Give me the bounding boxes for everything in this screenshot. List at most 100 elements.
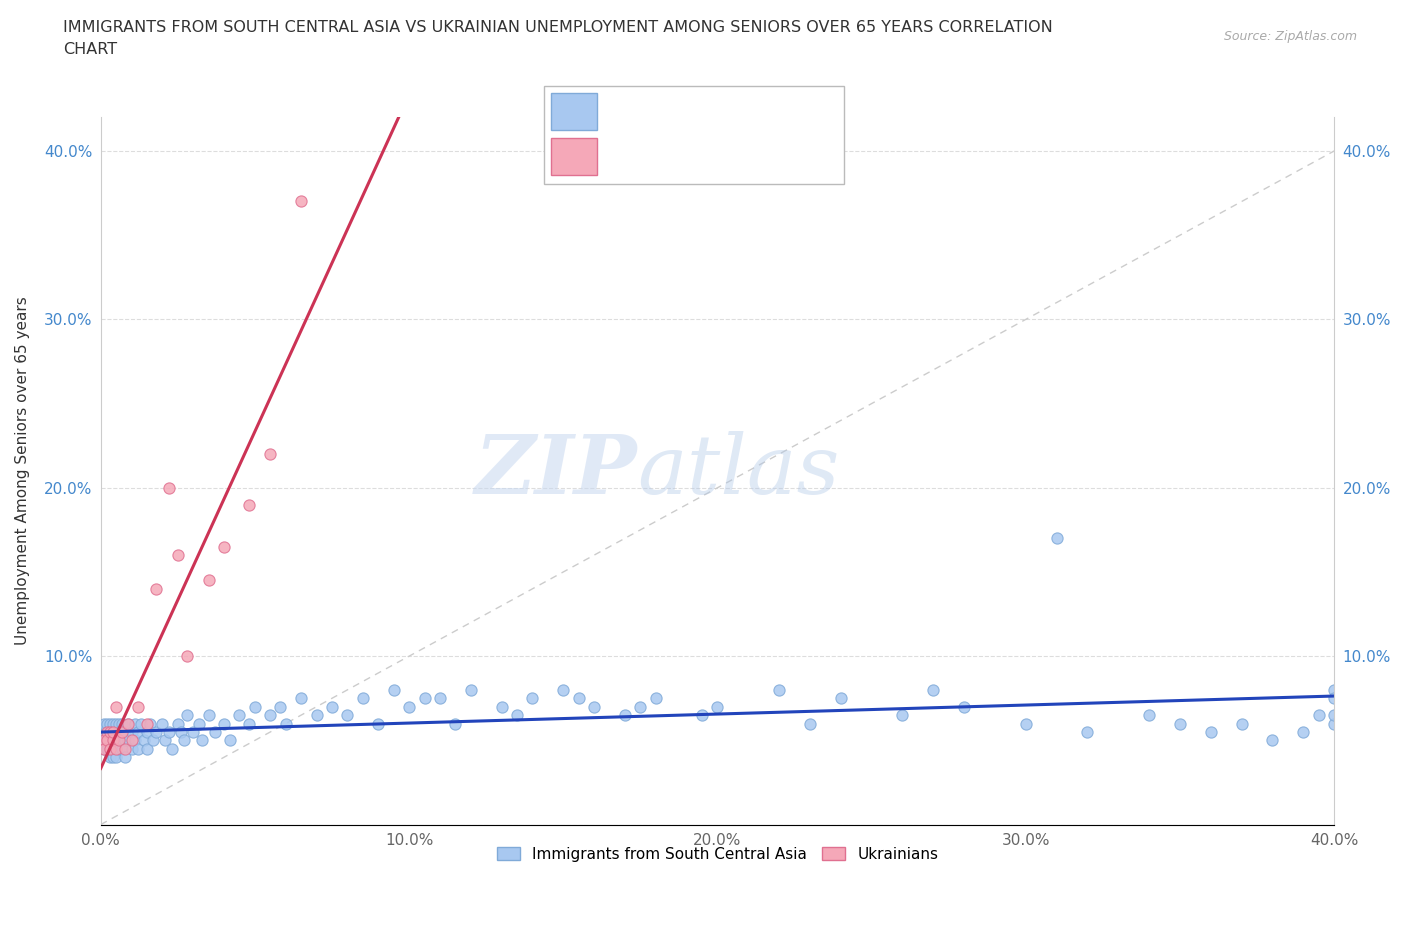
Point <box>145 581 167 596</box>
Point <box>1199 724 1222 739</box>
Point <box>142 733 165 748</box>
Point <box>155 733 177 748</box>
Point <box>105 716 128 731</box>
Point <box>136 716 159 731</box>
Point <box>212 539 235 554</box>
Point <box>367 716 389 731</box>
Point <box>101 724 124 739</box>
Point <box>101 733 124 748</box>
Point <box>1261 733 1284 748</box>
Point <box>124 716 146 731</box>
Point <box>93 716 115 731</box>
Point <box>108 741 131 756</box>
Point <box>166 548 188 563</box>
Point <box>105 741 128 756</box>
Point <box>259 446 281 461</box>
Point <box>768 683 790 698</box>
Point <box>121 741 143 756</box>
Point <box>93 724 115 739</box>
Point <box>114 750 136 764</box>
Point <box>108 733 131 748</box>
Point <box>98 724 121 739</box>
FancyBboxPatch shape <box>551 93 598 130</box>
Text: N = 26: N = 26 <box>727 147 800 166</box>
Point <box>111 716 134 731</box>
Point <box>98 733 121 748</box>
Point <box>98 724 121 739</box>
Point <box>173 733 195 748</box>
Point <box>98 716 121 731</box>
FancyBboxPatch shape <box>551 138 598 175</box>
Point <box>336 708 359 723</box>
Point <box>398 699 420 714</box>
Y-axis label: Unemployment Among Seniors over 65 years: Unemployment Among Seniors over 65 years <box>15 297 30 645</box>
Point <box>105 733 128 748</box>
Point <box>101 741 124 756</box>
Point <box>212 716 235 731</box>
Point <box>1168 716 1191 731</box>
Point <box>96 716 118 731</box>
Point <box>108 724 131 739</box>
Point <box>1323 708 1346 723</box>
Point <box>98 750 121 764</box>
Point <box>176 708 198 723</box>
Point <box>101 733 124 748</box>
Point <box>290 194 312 209</box>
Point <box>117 733 139 748</box>
Point <box>101 750 124 764</box>
Point <box>127 741 149 756</box>
Point <box>290 691 312 706</box>
Point <box>93 741 115 756</box>
Point <box>1230 716 1253 731</box>
Point <box>460 683 482 698</box>
Point <box>101 716 124 731</box>
Point <box>305 708 328 723</box>
Point <box>132 733 155 748</box>
Point <box>191 733 214 748</box>
Point <box>1308 708 1330 723</box>
Point <box>1323 691 1346 706</box>
Point <box>121 733 143 748</box>
Text: ZIP: ZIP <box>475 431 637 511</box>
Point <box>382 683 405 698</box>
Point <box>830 691 852 706</box>
Point <box>160 741 183 756</box>
Point <box>124 733 146 748</box>
Point <box>583 699 606 714</box>
Point <box>238 716 260 731</box>
Legend: Immigrants from South Central Asia, Ukrainians: Immigrants from South Central Asia, Ukra… <box>491 841 945 868</box>
Point <box>98 733 121 748</box>
Point <box>101 724 124 739</box>
Point <box>690 708 713 723</box>
Point <box>269 699 291 714</box>
Point <box>98 741 121 756</box>
Point <box>96 741 118 756</box>
Point <box>613 708 636 723</box>
Text: R = 0.631: R = 0.631 <box>606 147 704 166</box>
Point <box>111 724 134 739</box>
Point <box>197 573 219 588</box>
Point <box>1323 716 1346 731</box>
Point <box>274 716 297 731</box>
Point <box>706 699 728 714</box>
Point <box>628 699 651 714</box>
Point <box>166 716 188 731</box>
Point <box>321 699 343 714</box>
Point <box>127 699 149 714</box>
Point <box>429 691 451 706</box>
Point <box>117 716 139 731</box>
Point <box>114 741 136 756</box>
Point <box>197 708 219 723</box>
Point <box>181 724 204 739</box>
Point <box>114 724 136 739</box>
Text: CHART: CHART <box>63 42 117 57</box>
Point <box>219 733 242 748</box>
Point <box>96 733 118 748</box>
Point <box>105 699 128 714</box>
Point <box>111 741 134 756</box>
Point <box>105 741 128 756</box>
Point <box>243 699 266 714</box>
Point <box>127 724 149 739</box>
Point <box>444 716 467 731</box>
Text: R = 0.293: R = 0.293 <box>606 101 704 121</box>
